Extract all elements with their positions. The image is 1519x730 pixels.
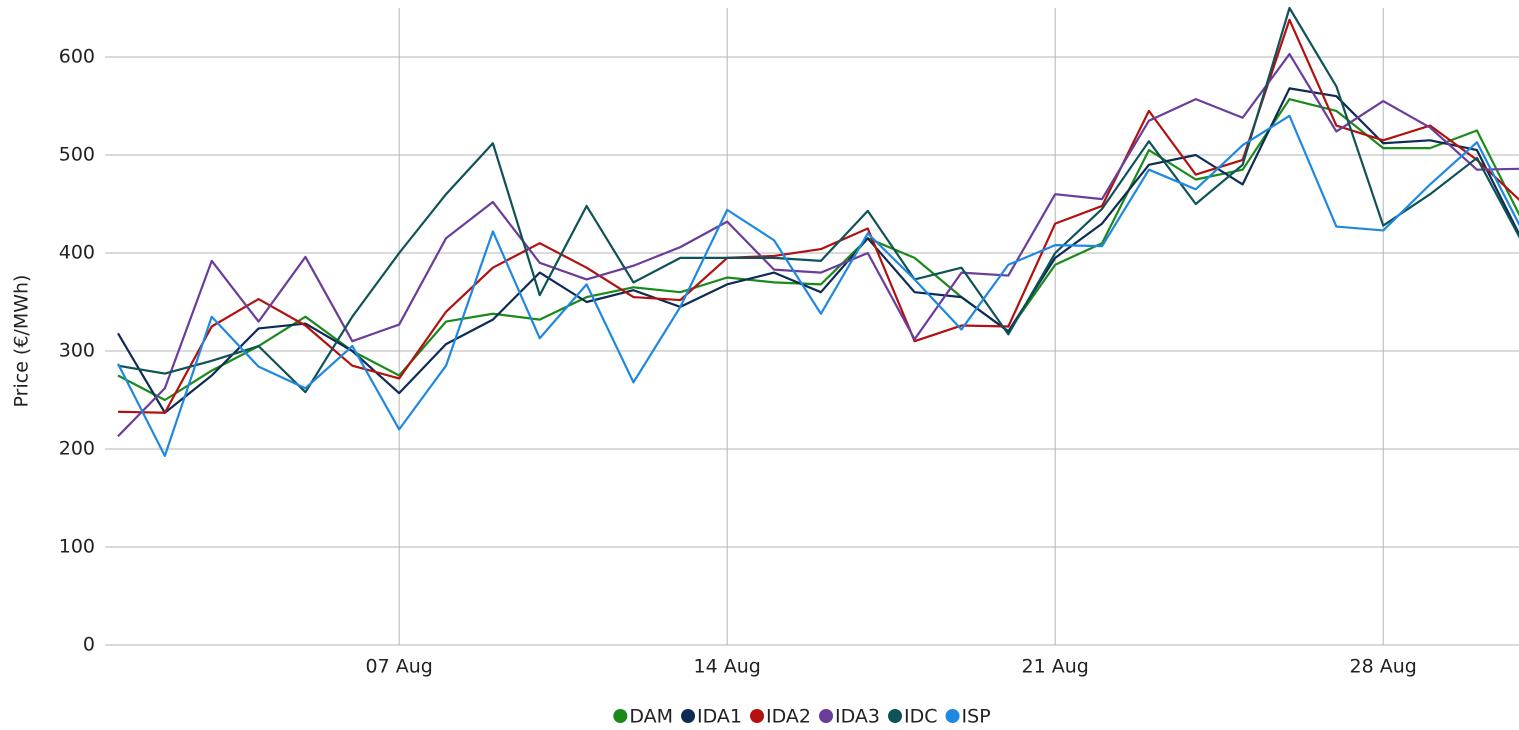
y-tick-label: 600 (59, 46, 95, 68)
legend-marker (750, 709, 765, 723)
y-tick-label: 500 (59, 144, 95, 166)
y-tick-label: 100 (59, 536, 95, 558)
y-tick-label: 300 (59, 340, 95, 362)
legend-label: IDA3 (835, 706, 880, 728)
legend-label: IDA1 (697, 706, 742, 728)
series-line (117, 18, 1519, 414)
y-tick-label: 400 (59, 242, 95, 264)
legend-label: IDA2 (766, 706, 811, 728)
series-line (117, 114, 1519, 457)
series-line (117, 87, 1519, 414)
series-line (117, 52, 1519, 438)
legend-marker (819, 709, 834, 723)
legend-marker (681, 709, 696, 723)
x-tick-label: 14 Aug (694, 656, 761, 678)
x-tick-label: 28 Aug (1350, 656, 1417, 678)
legend-marker (888, 709, 903, 723)
y-axis-label: Price (€/MWh) (11, 275, 33, 408)
legend-label: ISP (962, 706, 991, 728)
legend: DAM IDA1 IDA2 IDA3 IDC ISP (613, 706, 991, 728)
x-tick-label: 21 Aug (1022, 656, 1089, 678)
series-line (117, 6, 1519, 394)
y-tick-label: 0 (83, 634, 95, 656)
y-tick-label: 200 (59, 438, 95, 460)
legend-label: DAM (629, 706, 673, 728)
legend-marker (945, 709, 960, 723)
legend-label: IDC (904, 706, 938, 728)
x-tick-label: 07 Aug (365, 656, 432, 678)
legend-marker (613, 709, 628, 723)
